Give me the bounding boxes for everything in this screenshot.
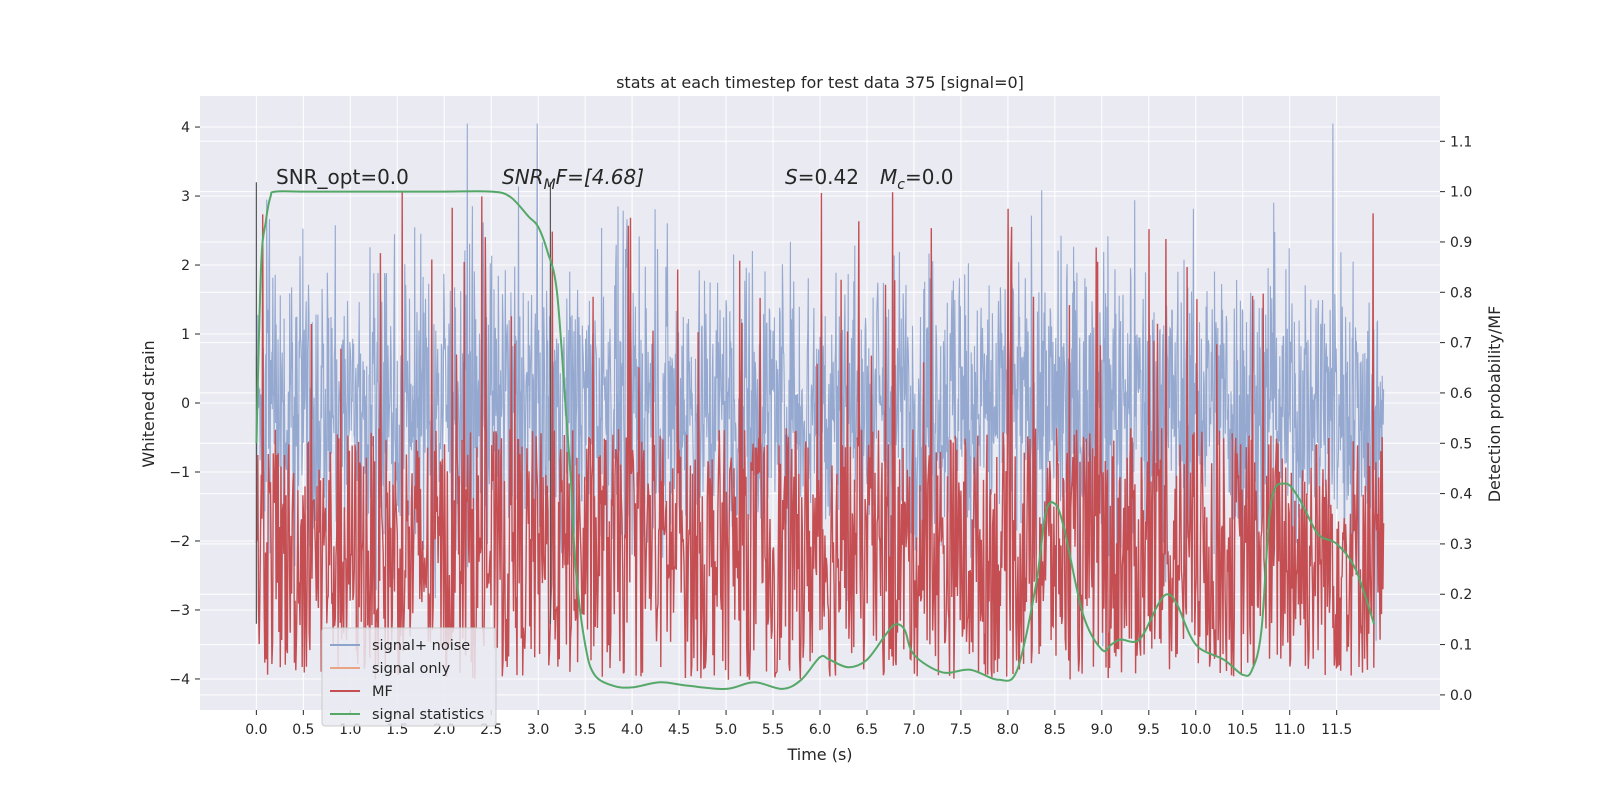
right-y-axis-ticks: 1.1 1.0 0.9 0.8 0.7 0.6 0.5 0.4 0.3 0.2 0.1 0.0 <box>1440 134 1472 704</box>
x-tick-label: 6.5 <box>856 722 878 738</box>
x-tick-label: 11.5 <box>1321 722 1352 738</box>
right-y-tick-label: 0.4 <box>1450 487 1472 503</box>
left-y-tick-label: 2 <box>181 258 190 274</box>
x-tick-label: 8.0 <box>997 722 1019 738</box>
right-y-tick-label: 0.8 <box>1450 285 1472 301</box>
mf-line <box>255 192 1385 680</box>
chart-title: stats at each timestep for test data 375… <box>616 73 1024 92</box>
x-tick-label: 10.5 <box>1227 722 1258 738</box>
x-tick-label: 6.0 <box>809 722 831 738</box>
left-y-tick-label: 4 <box>181 120 190 136</box>
x-tick-label: 10.0 <box>1180 722 1211 738</box>
x-tick-label: 11.0 <box>1274 722 1305 738</box>
x-tick-label: 8.5 <box>1044 722 1066 738</box>
right-y-tick-label: 0.0 <box>1450 688 1472 704</box>
annotation-snr-opt: SNR_opt=0.0 <box>276 165 409 189</box>
x-tick-label: 5.0 <box>715 722 737 738</box>
snr-mf-sub: M <box>544 177 556 193</box>
left-y-axis-label: Whitened strain <box>139 340 158 467</box>
s-label: S <box>785 165 798 189</box>
left-y-tick-label: −1 <box>169 465 190 481</box>
snr-mf-main: SNR <box>502 165 544 189</box>
right-y-tick-label: 1.1 <box>1450 134 1472 150</box>
left-y-tick-label: −4 <box>169 672 190 688</box>
x-tick-label: 7.0 <box>903 722 925 738</box>
legend-box <box>321 627 497 727</box>
signal-statistics-series <box>255 190 1376 690</box>
x-tick-label: 9.0 <box>1091 722 1113 738</box>
signal-noise-series <box>255 123 1385 647</box>
mc-value: =0.0 <box>905 165 954 189</box>
legend-label: signal+ noise <box>372 638 470 654</box>
x-tick-label: 4.0 <box>621 722 643 738</box>
x-tick-label: 5.5 <box>762 722 784 738</box>
x-tick-label: 0.0 <box>245 722 267 738</box>
x-tick-label: 3.0 <box>527 722 549 738</box>
right-y-tick-label: 0.2 <box>1450 587 1472 603</box>
x-tick-label: 9.5 <box>1138 722 1160 738</box>
signal-noise-line <box>255 123 1385 647</box>
x-tick-label: 3.5 <box>574 722 596 738</box>
right-y-tick-label: 0.6 <box>1450 386 1472 402</box>
s-value: =0.42 <box>798 165 859 189</box>
annotation-snr-mf: SNRMF=[4.68] <box>502 165 644 193</box>
left-y-tick-label: 1 <box>181 327 190 343</box>
left-y-tick-label: 0 <box>181 396 190 412</box>
right-y-tick-label: 0.9 <box>1450 235 1472 251</box>
left-y-tick-label: 3 <box>181 189 190 205</box>
right-y-tick-label: 0.3 <box>1450 537 1472 553</box>
x-tick-label: 4.5 <box>668 722 690 738</box>
right-y-tick-label: 0.1 <box>1450 638 1472 654</box>
legend-label: MF <box>372 684 393 700</box>
right-y-tick-label: 1.0 <box>1450 185 1472 201</box>
left-y-axis-ticks: 4 3 2 1 0 −1 −2 −3 −4 <box>169 120 200 688</box>
right-y-tick-label: 0.7 <box>1450 336 1472 352</box>
annotation-s: S=0.42 <box>785 165 859 189</box>
right-y-tick-label: 0.5 <box>1450 436 1472 452</box>
x-tick-label: 0.5 <box>292 722 314 738</box>
mc-label: M <box>880 165 897 189</box>
mf-series <box>255 192 1385 680</box>
legend-label: signal only <box>372 661 451 677</box>
legend: signal+ noise signal only MF signal statist… <box>321 627 497 727</box>
left-y-tick-label: −3 <box>169 603 190 619</box>
right-y-axis-label: Detection probability/MF <box>1485 306 1504 503</box>
snr-mf-f: F=[4.68] <box>556 165 644 189</box>
legend-label: signal statistics <box>372 707 484 723</box>
x-axis-label: Time (s) <box>786 745 852 764</box>
signal-statistics-line <box>255 190 1376 690</box>
x-axis-ticks: 0.0 0.5 1.0 1.5 2.0 2.5 3.0 3.5 4.0 4.5 5.0 5.5 6.0 6… <box>245 710 1352 738</box>
annotation-mc: Mc=0.0 <box>880 165 954 193</box>
x-tick-label: 7.5 <box>950 722 972 738</box>
mc-sub: c <box>897 177 905 193</box>
left-y-tick-label: −2 <box>169 534 190 550</box>
